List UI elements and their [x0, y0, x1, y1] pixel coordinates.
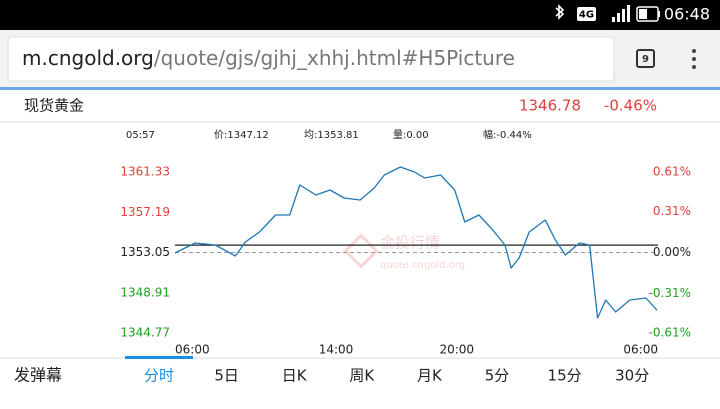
url[interactable]: m.cngold.org/quote/gjs/gjhj_xhhj.html#H5…: [22, 46, 515, 70]
watermark-logo: [343, 233, 379, 269]
plot: 1361.33 1357.19 1353.05 1348.91 1344.77 0.61%…: [120, 165, 691, 357]
tab[interactable]: 30分: [615, 367, 649, 385]
info-amplitude: 幅:-0.44%: [483, 128, 532, 141]
watermark-url: quote.cngold.org: [380, 260, 465, 271]
watermark: 金投行情 quote.cngold.org: [343, 233, 465, 271]
price-line: [174, 166, 658, 319]
y-tick-label: 1357.19: [120, 205, 170, 219]
x-tick-label: 14:00: [319, 343, 354, 357]
menu-button[interactable]: [692, 49, 696, 69]
info-label: 价:: [214, 129, 227, 141]
signal-bar: [617, 13, 620, 22]
x-tick-label: 20:00: [439, 343, 474, 357]
url-field[interactable]: [7, 36, 615, 82]
network-badge: [577, 7, 596, 21]
status-icons: [555, 4, 660, 22]
quote-name: 现货黄金: [24, 97, 84, 115]
watermark-title: 金投行情: [380, 234, 440, 252]
tab[interactable]: 分时: [144, 367, 174, 385]
danmaku-button[interactable]: 发弹幕: [14, 366, 62, 385]
battery-tip: [658, 11, 660, 17]
y-tick-label: 1344.77: [120, 326, 170, 340]
y-tick-label: 1361.33: [120, 165, 170, 179]
y2-tick-label: 0.61%: [653, 165, 691, 179]
signal-bar: [622, 9, 625, 22]
info-price: 价:1347.12: [214, 129, 269, 141]
progress-bar: [0, 87, 720, 90]
x-tick-label: 06:00: [623, 343, 658, 357]
tab[interactable]: 月K: [417, 367, 443, 385]
info-value: 1347.12: [227, 130, 268, 141]
y-tick-label: 1353.05: [120, 245, 170, 259]
tab[interactable]: 周K: [349, 367, 375, 385]
y2-tick-label: -0.61%: [649, 326, 691, 340]
x-tick-label: 06:00: [175, 343, 210, 357]
url-host: m.cngold.org: [22, 46, 154, 70]
y2-tick-label: -0.31%: [649, 286, 691, 300]
bluetooth-icon: [555, 4, 565, 20]
tab-count: 9: [642, 54, 649, 65]
tab[interactable]: 日K: [282, 367, 308, 385]
signal-bar: [627, 5, 630, 22]
info-label: 均:: [304, 129, 317, 141]
battery-level: [639, 9, 647, 19]
url-path: /quote/gjs/gjhj_xhhj.html#H5Picture: [154, 46, 515, 70]
tab[interactable]: 5分: [485, 367, 510, 385]
y-tick-label: 1348.91: [120, 285, 170, 299]
info-value: 1353.81: [317, 130, 358, 141]
quote-price: 1346.78: [519, 97, 581, 115]
tab-switcher[interactable]: [636, 49, 655, 68]
info-volume: 量:0.00: [393, 129, 429, 141]
quote-change: -0.46%: [604, 97, 657, 115]
tab-indicator: [125, 356, 193, 359]
info-average: 均:1353.81: [304, 129, 359, 141]
info-time: 05:57: [126, 130, 155, 141]
network-type: 4G: [579, 10, 594, 21]
tab-bar: 分时 5日 日K 周K 月K 5分 15分 30分: [125, 356, 649, 385]
y2-tick-label: 0.00%: [653, 245, 691, 259]
tab[interactable]: 5日: [214, 367, 239, 385]
y2-tick-label: 0.31%: [653, 204, 691, 218]
signal-bar: [612, 17, 615, 22]
tab[interactable]: 15分: [548, 367, 582, 385]
status-bar: [0, 0, 720, 30]
info-row: 05:57 价:1347.12 均:1353.81 量:0.00 幅:-0.44…: [126, 128, 532, 141]
clock: 06:48: [664, 5, 710, 24]
